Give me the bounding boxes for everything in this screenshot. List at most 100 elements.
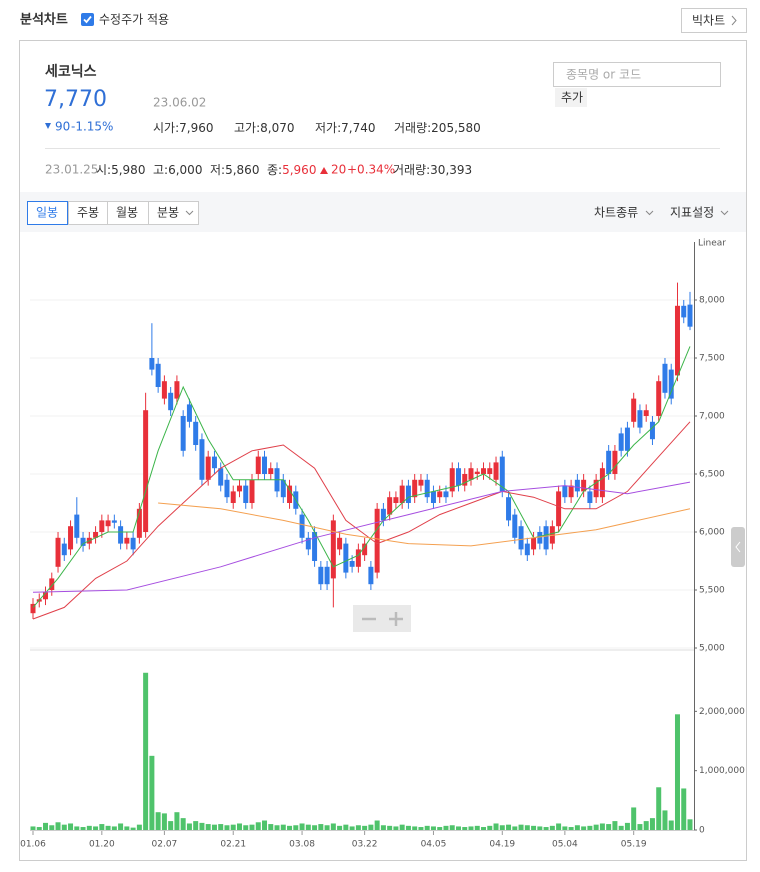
stat-label: 고가: <box>234 121 260 135</box>
x-tick-label: 04.05 <box>421 840 447 850</box>
change: 90 <box>55 120 70 134</box>
volume-bar <box>512 826 518 830</box>
add-button-label[interactable]: 추가 <box>561 91 583 105</box>
volume-bar <box>193 821 199 830</box>
tab-label[interactable]: 일봉 <box>36 206 58 220</box>
volume-bar <box>118 823 124 830</box>
hover-change: 20 <box>331 163 346 177</box>
volume-bar <box>662 810 668 830</box>
adjusted-price-checkbox[interactable]: 수정주가 적용 <box>81 13 169 27</box>
search-placeholder[interactable]: 종목명 or 코드 <box>566 68 641 82</box>
candle-body <box>443 491 449 498</box>
volume-bar <box>643 821 649 830</box>
candle-body <box>124 537 130 544</box>
search-box[interactable] <box>553 62 721 87</box>
volume-bar <box>105 825 111 830</box>
volume-bar <box>199 822 205 830</box>
candle-body <box>506 497 512 521</box>
volume-bar <box>343 824 349 830</box>
volume-bar <box>574 825 580 830</box>
tab-label[interactable]: 월봉 <box>116 206 138 220</box>
candle-body <box>656 381 662 416</box>
volume-bar <box>637 824 643 830</box>
volume-bar <box>412 826 418 830</box>
volume-bar <box>274 825 280 830</box>
candle-body <box>649 421 655 440</box>
volume-bar <box>624 822 630 830</box>
candle-body <box>374 508 380 573</box>
candle-body <box>631 398 637 422</box>
candle-body <box>430 491 436 503</box>
stat-value: 7,740 <box>341 121 375 135</box>
volume-bar <box>180 818 186 830</box>
volume-bar <box>362 825 368 830</box>
candle-body <box>55 537 61 567</box>
tab-label[interactable]: 분봉 <box>157 206 179 220</box>
candle-body <box>618 433 624 451</box>
x-tick-label: 03.22 <box>352 840 378 850</box>
check-icon <box>83 15 92 24</box>
volume-bar <box>318 824 324 830</box>
candle-body <box>61 543 67 556</box>
candle-body <box>462 474 468 486</box>
volume-bar <box>312 825 318 830</box>
candle-body <box>243 485 249 503</box>
moving-average <box>158 502 691 547</box>
volume-bar <box>93 826 99 830</box>
volume-bar <box>681 788 687 830</box>
candle-body <box>599 468 605 498</box>
candle-body <box>581 479 587 492</box>
volume-bar <box>668 820 674 830</box>
add-button[interactable] <box>555 88 587 107</box>
volume-bar <box>80 827 86 830</box>
indicator-menu[interactable]: 지표설정 <box>670 206 714 220</box>
candle-body <box>343 543 349 573</box>
candle-body <box>524 543 530 556</box>
volume-bar <box>287 825 293 830</box>
volume-bar <box>656 787 662 830</box>
volume-bar <box>280 824 286 830</box>
candle-body <box>224 479 230 498</box>
tab[interactable] <box>27 201 68 225</box>
candle-body <box>568 485 574 498</box>
hover-item: 고:6,000 <box>153 163 202 177</box>
x-tick-label: 01.20 <box>89 840 115 850</box>
volume-bar <box>462 827 468 830</box>
stat-label: 거래량: <box>394 121 431 135</box>
checkbox-label[interactable]: 수정주가 적용 <box>99 13 169 27</box>
candle-body <box>330 520 336 579</box>
volume-bar <box>324 825 330 830</box>
candle-body <box>205 456 211 480</box>
button-label[interactable]: 빅차트 <box>692 14 725 28</box>
candle-body <box>74 514 80 538</box>
candle-body <box>587 491 593 503</box>
volume-bar <box>387 825 393 830</box>
volume-bar <box>506 824 512 830</box>
hover-label: 저: <box>210 163 225 177</box>
y-tick-label: 6,500 <box>699 470 725 480</box>
volume-bar <box>481 827 487 830</box>
side-panel-toggle[interactable] <box>731 527 745 567</box>
candle-body <box>230 491 236 503</box>
tab-label[interactable]: 주봉 <box>77 206 99 220</box>
candle-body <box>362 543 368 556</box>
candle-body <box>531 537 537 550</box>
tab[interactable] <box>148 201 199 225</box>
stat: 고가:8,070 <box>234 121 294 135</box>
hover-value: 5,980 <box>111 163 145 177</box>
volume-bar <box>30 826 36 830</box>
big-chart-button[interactable]: 빅차트 <box>681 8 747 33</box>
volume-bar <box>236 823 242 830</box>
moving-average <box>32 421 691 620</box>
candle-body <box>43 592 49 600</box>
volume-bar <box>49 825 55 830</box>
chart-type-menu[interactable]: 차트종류 <box>594 206 638 220</box>
volume-bar <box>218 824 224 830</box>
volume-bar <box>443 825 449 830</box>
chart-area: 5,000 5,500 6,000 6,500 7,000 7,500 8,000 Linea… <box>20 239 745 850</box>
candle-body <box>236 485 242 492</box>
volume-bar <box>593 824 599 830</box>
volume-bar <box>255 822 261 830</box>
candle-body <box>437 491 443 498</box>
volume-bar <box>568 827 574 830</box>
